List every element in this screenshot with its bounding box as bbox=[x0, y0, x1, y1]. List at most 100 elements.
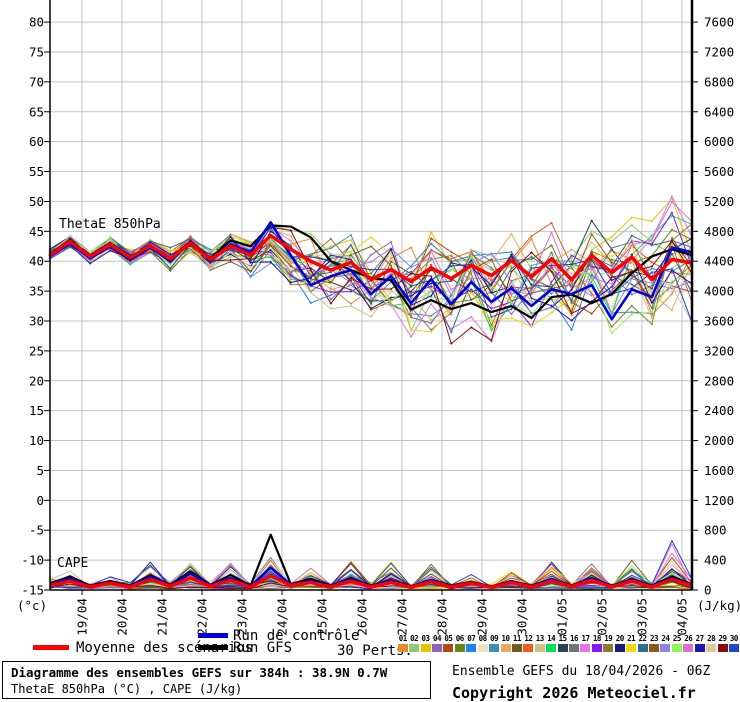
run-info: Ensemble GEFS du 18/04/2026 - 06Z bbox=[452, 664, 711, 679]
pert-legend-item: 27 bbox=[694, 634, 705, 652]
pert-number: 11 bbox=[512, 634, 522, 643]
x-axis-date-label: 28/04 bbox=[435, 598, 450, 636]
pert-legend-item: 17 bbox=[580, 634, 591, 652]
x-axis-date-label: 04/05 bbox=[675, 598, 690, 636]
pert-legend-item: 04 bbox=[431, 634, 442, 652]
right-axis-tick-label: 5600 bbox=[704, 164, 734, 179]
left-axis-tick-label: 45 bbox=[29, 224, 44, 239]
copyright: Copyright 2026 Meteociel.fr bbox=[452, 684, 696, 702]
left-axis-tick-label: 50 bbox=[29, 194, 44, 209]
x-axis-date-label: 24/04 bbox=[275, 598, 290, 636]
pert-legend-item: 20 bbox=[614, 634, 625, 652]
pert-legend-item: 22 bbox=[637, 634, 648, 652]
mean-line-swatch bbox=[33, 645, 69, 650]
cape-annotation: CAPE bbox=[57, 556, 88, 571]
pert-number: 20 bbox=[615, 634, 625, 643]
pert-swatch bbox=[626, 644, 637, 652]
pert-number: 04 bbox=[432, 634, 442, 643]
pert-legend-item: 12 bbox=[523, 634, 534, 652]
legend-mean-label: Moyenne des scénarios bbox=[76, 640, 254, 656]
right-axis-tick-label: 6000 bbox=[704, 134, 734, 149]
pert-legend-item: 16 bbox=[568, 634, 580, 652]
legend-gfs-label: Run GFS bbox=[233, 640, 293, 656]
gfs-line-swatch bbox=[198, 645, 228, 650]
pert-swatch bbox=[431, 644, 442, 652]
axis-labels: 80757065605550454035302520151050-5-10-15… bbox=[17, 15, 740, 636]
pert-number: 18 bbox=[592, 634, 602, 643]
left-axis-tick-label: 25 bbox=[29, 343, 44, 358]
pert-swatch bbox=[420, 644, 431, 652]
pert-swatch bbox=[466, 644, 477, 652]
pert-legend-item: 13 bbox=[534, 634, 545, 652]
pert-number: 15 bbox=[558, 634, 568, 643]
left-axis-tick-label: 30 bbox=[29, 313, 44, 328]
x-axis-date-label: 20/04 bbox=[115, 598, 130, 636]
pert-number: 22 bbox=[638, 634, 648, 643]
right-axis-tick-label: 7600 bbox=[704, 15, 734, 30]
right-axis-tick-label: 3200 bbox=[704, 343, 734, 358]
left-axis-tick-label: 20 bbox=[29, 373, 44, 388]
left-axis-tick-label: -5 bbox=[29, 523, 44, 538]
left-axis-tick-label: 15 bbox=[29, 403, 44, 418]
pert-legend-item: 25 bbox=[671, 634, 682, 652]
pert-swatch bbox=[511, 644, 522, 652]
pert-legend-item: 29 bbox=[717, 634, 728, 652]
pert-number: 28 bbox=[707, 634, 716, 643]
pert-swatch bbox=[454, 644, 465, 652]
left-axis-tick-label: 65 bbox=[29, 104, 44, 119]
pert-swatch bbox=[728, 644, 739, 652]
pert-swatch bbox=[477, 644, 488, 652]
pert-number: 26 bbox=[684, 634, 693, 643]
perturbation-legend: 01 02 03 04 05 06 07 08 09 10 11 12 13 14 15 16 17 18 19 20… bbox=[397, 634, 740, 652]
diagram-title: Diagramme des ensembles GEFS sur 384h : … bbox=[11, 665, 388, 680]
left-axis-tick-label: 35 bbox=[29, 284, 44, 299]
pert-swatch bbox=[580, 644, 591, 652]
pert-swatch bbox=[500, 644, 511, 652]
right-axis-tick-label: 2000 bbox=[704, 433, 734, 448]
pert-swatch bbox=[397, 644, 408, 652]
pert-legend-item: 30 bbox=[728, 634, 739, 652]
pert-swatch bbox=[534, 644, 545, 652]
pert-number: 06 bbox=[455, 634, 465, 643]
pert-number: 25 bbox=[672, 634, 682, 643]
left-axis-tick-label: 55 bbox=[29, 164, 44, 179]
chart-canvas: 80757065605550454035302520151050-5-10-15… bbox=[17, 0, 740, 636]
pert-swatch bbox=[671, 644, 682, 652]
right-axis-tick-label: 800 bbox=[704, 523, 727, 538]
left-axis-tick-label: 5 bbox=[36, 463, 44, 478]
left-axis-unit: (°c) bbox=[17, 598, 47, 613]
left-axis-tick-label: 75 bbox=[29, 44, 44, 59]
pert-number: 10 bbox=[501, 634, 510, 643]
x-axis-date-label: 22/04 bbox=[195, 598, 210, 636]
pert-swatch bbox=[694, 644, 705, 652]
left-axis-tick-label: 10 bbox=[29, 433, 44, 448]
x-axis-date-label: 26/04 bbox=[355, 598, 370, 636]
pert-legend-item: 08 bbox=[477, 634, 488, 652]
left-axis-tick-label: -15 bbox=[21, 583, 44, 598]
pert-legend-item: 10 bbox=[500, 634, 511, 652]
pert-number: 01 bbox=[398, 634, 408, 643]
pert-swatch bbox=[637, 644, 648, 652]
x-axis-date-label: 21/04 bbox=[155, 598, 170, 636]
legend-perts-label: 30 Perts. bbox=[337, 643, 413, 659]
right-axis-tick-label: 4400 bbox=[704, 254, 734, 269]
pert-number: 03 bbox=[421, 634, 431, 643]
pert-legend-item: 06 bbox=[454, 634, 465, 652]
pert-swatch bbox=[546, 644, 557, 652]
right-axis-tick-label: 3600 bbox=[704, 313, 734, 328]
pert-legend-item: 19 bbox=[603, 634, 614, 652]
right-axis-tick-label: 7200 bbox=[704, 44, 734, 59]
main-lines bbox=[49, 221, 693, 590]
pert-number: 24 bbox=[661, 634, 670, 643]
pert-swatch bbox=[523, 644, 534, 652]
right-axis-tick-label: 4000 bbox=[704, 284, 734, 299]
pert-number: 07 bbox=[467, 634, 476, 643]
right-axis-tick-label: 1600 bbox=[704, 463, 734, 478]
pert-number: 16 bbox=[570, 634, 579, 643]
left-axis-tick-label: 70 bbox=[29, 74, 44, 89]
pert-swatch bbox=[603, 644, 614, 652]
right-axis-tick-label: 400 bbox=[704, 553, 727, 568]
left-axis-tick-label: 80 bbox=[29, 15, 44, 30]
x-axis-date-label: 19/04 bbox=[75, 598, 90, 636]
pert-number: 17 bbox=[581, 634, 590, 643]
